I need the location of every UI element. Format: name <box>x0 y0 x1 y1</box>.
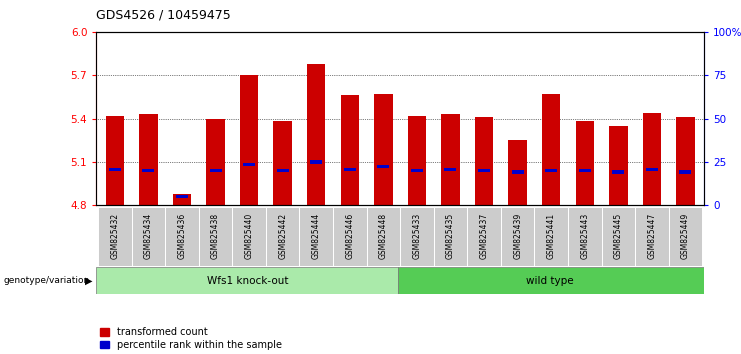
Text: GSM825435: GSM825435 <box>446 213 455 259</box>
Text: GSM825436: GSM825436 <box>177 213 187 259</box>
Bar <box>441 114 459 205</box>
Bar <box>579 169 591 172</box>
Text: GSM825434: GSM825434 <box>144 213 153 259</box>
Bar <box>206 119 225 205</box>
Bar <box>602 207 635 266</box>
Text: GSM825437: GSM825437 <box>479 213 488 259</box>
Bar <box>635 207 668 266</box>
Bar <box>399 267 704 294</box>
Bar <box>568 207 602 266</box>
Bar <box>142 169 154 172</box>
Bar <box>344 167 356 171</box>
Bar <box>341 96 359 205</box>
Text: GSM825432: GSM825432 <box>110 213 119 259</box>
Bar <box>679 171 691 174</box>
Text: ▶: ▶ <box>85 275 93 286</box>
Text: GSM825447: GSM825447 <box>648 213 657 259</box>
Bar <box>266 207 299 266</box>
Bar <box>173 194 191 205</box>
Bar <box>273 121 292 205</box>
Bar <box>609 126 628 205</box>
Text: GSM825439: GSM825439 <box>513 213 522 259</box>
Text: GSM825433: GSM825433 <box>413 213 422 259</box>
Bar <box>96 267 399 294</box>
Bar <box>433 207 468 266</box>
Bar <box>299 207 333 266</box>
Bar <box>508 140 527 205</box>
Bar <box>98 207 132 266</box>
Bar <box>545 169 557 172</box>
Bar <box>445 167 456 171</box>
Bar <box>240 75 259 205</box>
Text: GSM825446: GSM825446 <box>345 213 354 259</box>
Bar <box>408 116 426 205</box>
Text: wild type: wild type <box>525 275 574 286</box>
Bar <box>367 207 400 266</box>
Bar <box>468 207 501 266</box>
Text: GSM825445: GSM825445 <box>614 213 623 259</box>
Bar <box>109 167 121 171</box>
Bar <box>310 160 322 164</box>
Bar <box>668 207 702 266</box>
Bar <box>243 163 255 166</box>
Text: Wfs1 knock-out: Wfs1 knock-out <box>207 275 288 286</box>
Bar <box>501 207 534 266</box>
Text: GSM825440: GSM825440 <box>245 213 253 259</box>
Text: genotype/variation: genotype/variation <box>4 276 90 285</box>
Bar <box>199 207 232 266</box>
Bar <box>511 171 524 174</box>
Text: GSM825444: GSM825444 <box>312 213 321 259</box>
Bar <box>576 121 594 205</box>
Bar <box>646 167 658 171</box>
Bar <box>333 207 367 266</box>
Bar <box>677 117 695 205</box>
Text: GSM825443: GSM825443 <box>580 213 589 259</box>
Bar <box>475 117 494 205</box>
Bar <box>400 207 433 266</box>
Bar <box>132 207 165 266</box>
Bar <box>232 207 266 266</box>
Text: GSM825449: GSM825449 <box>681 213 690 259</box>
Bar <box>307 64 325 205</box>
Bar <box>534 207 568 266</box>
Text: GDS4526 / 10459475: GDS4526 / 10459475 <box>96 8 231 21</box>
Text: GSM825438: GSM825438 <box>211 213 220 259</box>
Bar <box>612 171 625 174</box>
Bar <box>165 207 199 266</box>
Legend: transformed count, percentile rank within the sample: transformed count, percentile rank withi… <box>96 323 285 354</box>
Bar <box>478 169 490 172</box>
Bar <box>642 113 661 205</box>
Bar <box>210 169 222 172</box>
Bar <box>374 94 393 205</box>
Bar <box>139 114 158 205</box>
Bar <box>176 195 188 198</box>
Text: GSM825448: GSM825448 <box>379 213 388 259</box>
Bar <box>377 165 389 168</box>
Bar <box>542 94 560 205</box>
Text: GSM825441: GSM825441 <box>547 213 556 259</box>
Bar <box>411 169 423 172</box>
Bar <box>276 169 289 172</box>
Bar <box>105 116 124 205</box>
Text: GSM825442: GSM825442 <box>278 213 288 259</box>
